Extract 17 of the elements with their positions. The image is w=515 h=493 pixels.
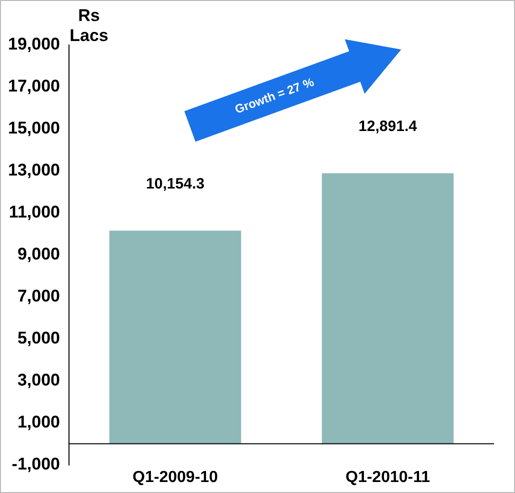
x-tick-label: Q1-2010-11 — [345, 468, 430, 486]
x-tick-label: Q1-2009-10 — [132, 468, 218, 486]
y-tick-label: 5,000 — [17, 328, 60, 348]
annotation: Growth = 27 % — [232, 74, 316, 116]
y-tick-label: 11,000 — [8, 202, 60, 222]
y-tick-label: 13,000 — [8, 160, 60, 180]
y-axis-title: Rs Lacs — [70, 6, 108, 45]
y-tick-label: 15,000 — [8, 118, 60, 138]
y-tick-label: 17,000 — [8, 76, 60, 96]
y-tick-label: -1,000 — [12, 454, 60, 474]
y-tick-label: 1,000 — [17, 412, 60, 432]
y-tick-label: 7,000 — [17, 286, 60, 306]
y-tick-label: 3,000 — [17, 370, 60, 390]
y-tick-label: 9,000 — [17, 244, 60, 264]
data-label: 10,154.3 — [146, 176, 204, 193]
y-tick-label: 19,000 — [8, 34, 60, 54]
data-label: 12,891.4 — [358, 118, 418, 136]
